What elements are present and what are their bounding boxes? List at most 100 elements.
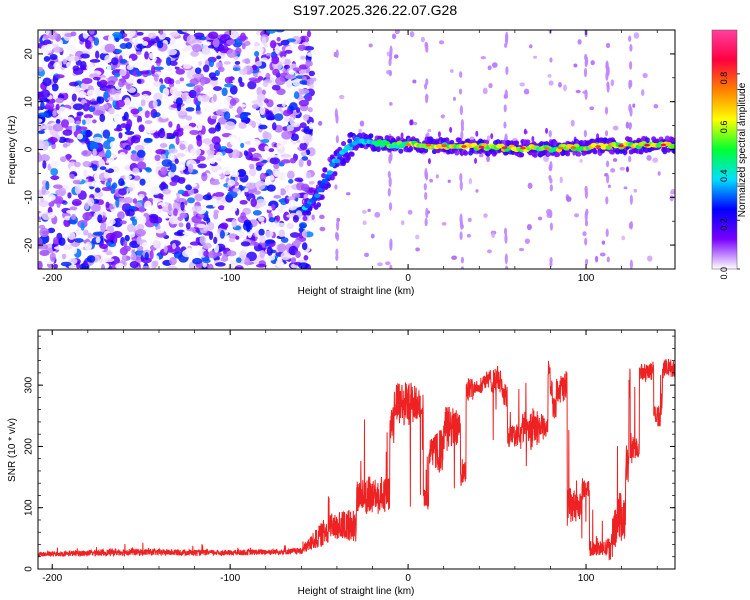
streak-speck [424, 167, 428, 179]
ridge-core [316, 187, 324, 193]
noise-speck [239, 199, 248, 205]
noise-speck [145, 168, 152, 173]
faint-speck [467, 217, 472, 223]
faint-speck [647, 255, 653, 262]
streak-speck [504, 253, 508, 265]
noise-speck [126, 208, 135, 217]
noise-speck [106, 64, 112, 73]
streak-speck [335, 254, 339, 261]
noise-speck [84, 241, 92, 251]
noise-speck [94, 187, 101, 193]
ridge-halo [664, 135, 670, 141]
ridge-halo [326, 182, 332, 189]
noise-speck [206, 155, 212, 160]
noise-speck [142, 36, 152, 41]
noise-speck [291, 122, 300, 128]
noise-speck [175, 79, 181, 85]
ridge-core [319, 182, 326, 187]
noise-speck [198, 60, 203, 67]
noise-speck [111, 147, 119, 152]
noise-speck [45, 180, 50, 191]
noise-speck [280, 39, 290, 46]
noise-speck [243, 219, 252, 227]
noise-speck [124, 97, 131, 106]
faint-speck [319, 214, 325, 220]
ridge-halo [357, 132, 363, 138]
noise-speck [84, 62, 94, 70]
noise-speck [258, 124, 268, 130]
noise-speck [277, 243, 287, 253]
noise-speck [156, 58, 162, 64]
streak-speck [423, 183, 427, 191]
noise-speck [123, 37, 130, 42]
noise-speck [136, 161, 147, 170]
noise-speck [255, 180, 266, 190]
noise-speck [92, 110, 104, 116]
noise-speck [126, 187, 134, 192]
ridge-spur [596, 133, 600, 140]
noise-speck [273, 163, 280, 170]
noise-speck [251, 30, 257, 36]
x-tick-label: -200 [42, 573, 62, 584]
noise-speck [279, 98, 285, 104]
streak-speck [606, 256, 610, 263]
noise-speck [194, 67, 202, 74]
noise-speck [120, 220, 127, 225]
noise-speck [255, 60, 262, 67]
noise-speck [224, 121, 236, 131]
streak-speck [388, 69, 393, 77]
ridge-hotspot [461, 145, 467, 148]
noise-speck [303, 255, 309, 261]
noise-speck [283, 64, 290, 70]
noise-speck [237, 168, 247, 178]
noise-speck [300, 183, 310, 192]
noise-speck [103, 172, 110, 179]
faint-speck [429, 178, 433, 183]
noise-speck [47, 227, 56, 234]
noise-speck [285, 74, 296, 80]
noise-speck [280, 237, 289, 243]
streak-speck [583, 129, 587, 138]
noise-speck [151, 65, 156, 75]
noise-speck [68, 81, 79, 87]
noise-speck [303, 194, 309, 199]
noise-speck [90, 180, 102, 188]
noise-speck [175, 136, 180, 145]
faint-speck [670, 188, 675, 195]
noise-speck [123, 197, 134, 204]
noise-speck [103, 90, 109, 100]
faint-speck [610, 79, 615, 87]
streak-speck [605, 196, 609, 205]
noise-speck [172, 131, 179, 137]
noise-speck [191, 44, 202, 53]
noise-speck [85, 117, 92, 125]
noise-speck [50, 167, 59, 176]
ridge-halo [302, 215, 308, 222]
noise-speck [302, 134, 313, 144]
noise-speck [274, 113, 284, 121]
noise-speck [213, 236, 218, 245]
faint-speck [625, 121, 630, 129]
faint-speck [468, 178, 473, 185]
ridge-halo [384, 134, 390, 141]
faint-speck [394, 30, 400, 35]
faint-speck [478, 153, 484, 158]
noise-speck [202, 258, 211, 264]
faint-speck [482, 87, 488, 95]
y-tick-label: 0 [24, 566, 35, 572]
noise-speck [147, 32, 157, 39]
noise-speck [123, 111, 129, 121]
noise-speck [136, 115, 143, 124]
noise-speck [305, 171, 312, 179]
x-tick-label: -100 [220, 573, 240, 584]
noise-speck [188, 92, 194, 97]
noise-speck [208, 263, 214, 269]
noise-speck [80, 82, 88, 90]
faint-speck [605, 42, 611, 49]
faint-speck [570, 119, 575, 127]
noise-speck [213, 86, 222, 92]
faint-speck [594, 255, 599, 263]
chart-title: S197.2025.326.22.07.G28 [293, 2, 457, 18]
noise-speck [264, 239, 276, 244]
noise-speck [230, 139, 240, 146]
